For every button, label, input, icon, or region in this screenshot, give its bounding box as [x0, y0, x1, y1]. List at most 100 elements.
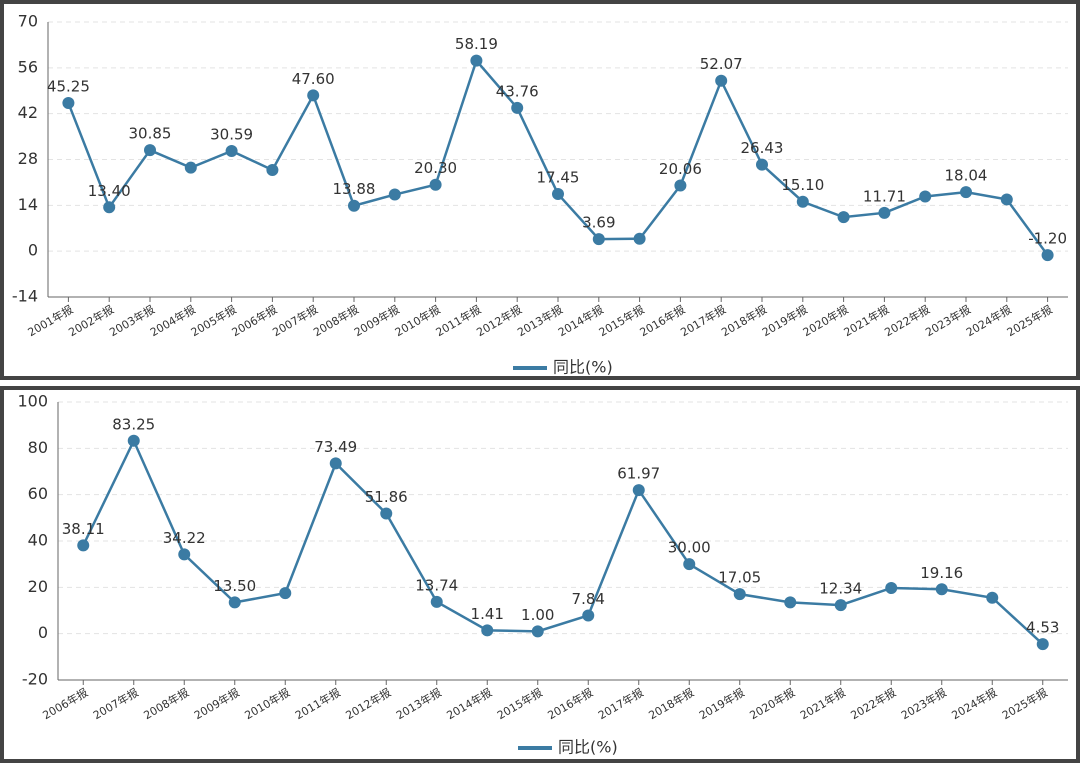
point	[552, 188, 564, 201]
y-tick-label: 60	[28, 484, 48, 503]
point	[481, 624, 494, 637]
y-tick-label: 100	[17, 392, 48, 411]
data-label: 45.25	[47, 78, 90, 96]
data-label: 34.22	[163, 529, 206, 547]
data-label: 30.00	[668, 539, 711, 557]
point	[986, 591, 999, 604]
point	[531, 625, 544, 638]
point	[1041, 249, 1054, 262]
data-label: 83.25	[112, 415, 155, 433]
point	[266, 163, 279, 176]
point	[228, 596, 241, 609]
point	[279, 587, 292, 600]
panel	[0, 386, 1080, 763]
point	[674, 179, 687, 192]
data-label: 7.84	[572, 590, 605, 608]
point	[511, 101, 524, 114]
point	[430, 595, 443, 608]
point	[885, 582, 898, 595]
data-label: 20.06	[659, 160, 702, 178]
y-tick-label: 40	[28, 531, 48, 550]
point	[935, 583, 948, 596]
point	[77, 539, 90, 552]
point	[582, 609, 595, 622]
point	[307, 89, 320, 102]
point	[144, 144, 156, 157]
data-label: 51.86	[365, 488, 408, 506]
data-label: 3.69	[582, 214, 615, 232]
data-label: 13.40	[88, 182, 131, 200]
point	[429, 178, 442, 191]
data-label: 26.43	[741, 139, 784, 157]
data-label: 12.34	[819, 580, 862, 598]
data-label: 11.71	[863, 187, 906, 205]
data-label: -1.20	[1028, 230, 1067, 248]
point	[878, 206, 891, 219]
y-tick-label: 70	[18, 12, 38, 31]
y-tick-label: 28	[18, 149, 38, 168]
data-label: 38.11	[62, 520, 105, 538]
y-tick-label: -20	[22, 670, 48, 689]
data-label: 61.97	[617, 465, 660, 483]
data-label: 20.30	[414, 159, 457, 177]
y-tick-label: 0	[38, 623, 48, 642]
point	[127, 434, 140, 447]
data-label: 13.50	[213, 577, 256, 595]
data-label: 52.07	[700, 55, 743, 73]
data-label: 47.60	[292, 70, 335, 88]
data-label: 17.05	[718, 569, 761, 587]
data-label: 17.45	[537, 169, 580, 187]
panel	[0, 0, 1080, 380]
data-label: 1.00	[521, 606, 554, 624]
data-label: 15.10	[781, 176, 824, 194]
point	[733, 588, 746, 601]
y-tick-label: 42	[18, 103, 38, 122]
point	[225, 145, 238, 158]
point	[1036, 638, 1049, 651]
point	[784, 596, 797, 609]
point	[329, 457, 342, 470]
point	[470, 54, 483, 67]
y-tick-label: 14	[18, 195, 38, 214]
y-tick-label: 56	[18, 57, 38, 76]
point	[837, 211, 850, 224]
data-label: 13.74	[415, 576, 458, 594]
point	[184, 161, 197, 174]
data-label: 73.49	[314, 438, 357, 456]
data-label: 19.16	[920, 564, 963, 582]
y-tick-label: 20	[28, 577, 48, 596]
point	[388, 188, 401, 201]
point	[919, 190, 932, 203]
point	[715, 74, 728, 87]
point	[834, 599, 847, 612]
point	[632, 484, 645, 497]
point	[633, 232, 646, 245]
data-label: 30.59	[210, 126, 253, 144]
data-label: 58.19	[455, 35, 498, 53]
point	[1000, 193, 1013, 206]
point	[178, 548, 191, 561]
data-label: 43.76	[496, 82, 539, 100]
point	[348, 199, 360, 212]
data-label: 18.04	[945, 167, 988, 185]
y-tick-label: 80	[28, 438, 48, 457]
point	[683, 558, 696, 571]
line	[82, 437, 1044, 646]
point	[380, 507, 393, 520]
point	[960, 186, 972, 199]
data-label: 1.41	[471, 605, 504, 623]
point	[62, 97, 75, 110]
legend-label: 同比(%)	[558, 738, 618, 757]
legend-label: 同比(%)	[553, 358, 613, 377]
data-label: 13.88	[333, 180, 376, 198]
data-label: 4.53	[1026, 619, 1059, 637]
y-tick-label: 0	[28, 241, 38, 260]
point	[592, 233, 605, 246]
y-tick-label: -14	[12, 287, 38, 306]
point	[756, 158, 768, 171]
point	[103, 201, 116, 214]
point	[796, 195, 809, 208]
data-label: 30.85	[129, 125, 172, 143]
